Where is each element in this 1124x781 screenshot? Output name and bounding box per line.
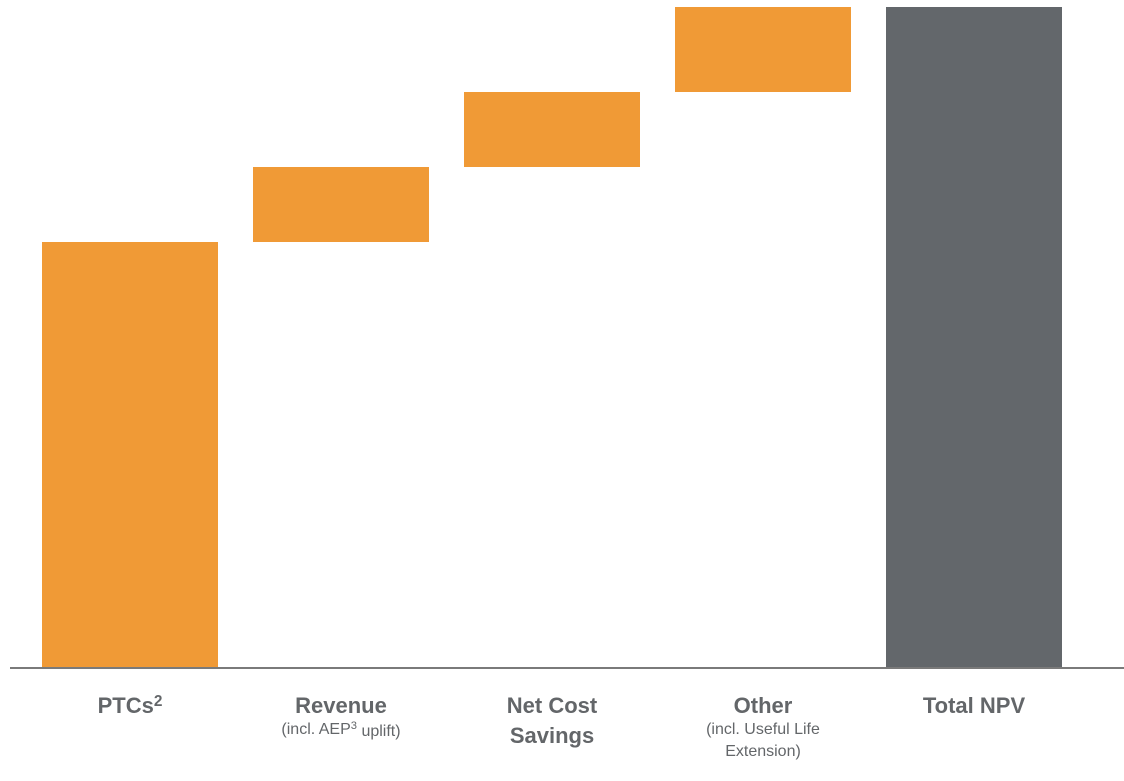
bar — [886, 7, 1062, 668]
label-part: Net Cost — [507, 693, 598, 718]
label-part: PTCs — [98, 693, 154, 718]
superscript: 3 — [351, 720, 357, 732]
bar — [42, 242, 218, 668]
label-part: (incl. Useful Life — [706, 721, 820, 738]
label-part: (incl. AEP — [281, 721, 350, 738]
label-part: Savings — [510, 723, 594, 748]
category-label: Other — [734, 693, 793, 718]
category-note: Extension) — [725, 743, 801, 760]
category-label: Total NPV — [923, 693, 1026, 718]
label-part: Revenue — [295, 693, 387, 718]
label-part: Other — [734, 693, 793, 718]
category-label: PTCs2 — [98, 693, 163, 718]
bar — [253, 167, 429, 242]
label-part: uplift) — [357, 723, 401, 740]
category-label: Savings — [510, 723, 594, 748]
label-part: Total NPV — [923, 693, 1026, 718]
category-note: (incl. Useful Life — [706, 721, 820, 738]
category-label: Net Cost — [507, 693, 598, 718]
superscript: 2 — [154, 693, 163, 710]
category-note: (incl. AEP3 uplift) — [281, 720, 400, 740]
category-label: Revenue — [295, 693, 387, 718]
bar — [675, 7, 851, 92]
label-part: Extension) — [725, 743, 801, 760]
bar — [464, 92, 640, 167]
